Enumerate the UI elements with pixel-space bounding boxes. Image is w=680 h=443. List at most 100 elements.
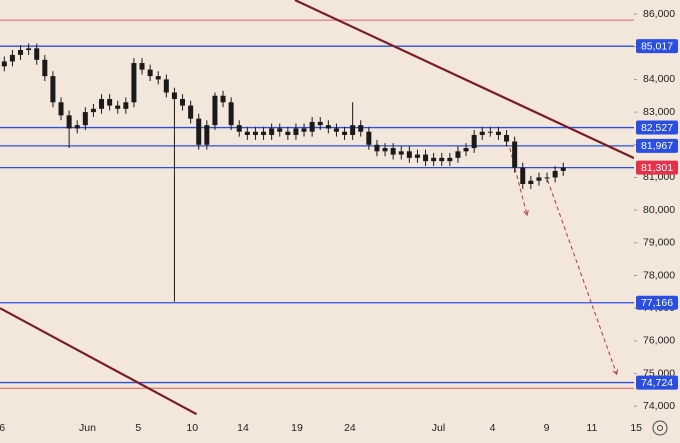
candle-body [342,131,348,135]
candle-body [487,131,493,133]
y-tick-label: 83,000 [643,106,675,118]
level-label: 85,017 [641,40,673,52]
candle-body [74,125,80,129]
candle-body [261,131,267,135]
candle-body [495,131,501,135]
settings-button[interactable] [652,420,668,436]
candle-body [50,76,56,103]
x-tick-label: Jul [432,422,445,434]
candle-body [431,157,437,162]
x-tick-label: 11 [586,422,597,434]
candle-body [560,167,566,171]
candle-body [463,148,469,152]
candle-body [325,125,331,129]
candle-body [196,118,202,145]
candle-body [163,79,169,93]
trend-line [0,307,198,416]
candle-body [26,48,32,51]
level-box [636,120,678,135]
candle-body [293,128,299,135]
projection-arrow [509,147,528,216]
level-label: 82,527 [641,122,673,134]
candle-body [1,61,7,67]
candle-body [123,102,129,109]
x-tick-label: 14 [237,422,249,434]
candle-body [155,76,161,80]
candle-body [390,148,396,155]
candle-body [66,115,72,129]
level-label: 77,166 [641,297,673,309]
candle-body [285,131,291,135]
candle-body [228,102,234,126]
candle-body [58,102,64,116]
x-tick-label: 4 [490,422,496,434]
candle-body [350,125,356,135]
candle-body [479,131,485,135]
candle-body [301,128,307,132]
x-tick-label: 15 [630,422,642,434]
candle-body [180,99,186,106]
candle-body [333,128,339,132]
y-tick-label: 84,000 [643,73,675,85]
candle-body [544,177,550,179]
level-label: 74,724 [641,377,673,389]
candle-body [212,95,218,126]
trend-line [294,0,634,160]
candle-body [455,151,461,158]
x-tick-label: 19 [291,422,303,434]
candle-body [269,128,275,135]
x-tick-label: Jun [79,422,96,434]
candle-body [42,59,48,77]
candle-body [366,131,372,145]
candle-body [9,54,15,62]
level-box [636,375,678,390]
candle-body [512,141,518,168]
candle-body [504,134,510,142]
candle-body [188,105,194,119]
candle-body [552,170,558,178]
candle-body [99,99,105,109]
candle-body [471,134,477,149]
level-label: 81,301 [641,162,673,174]
candle-body [528,180,534,184]
candle-body [220,95,226,103]
x-tick-label: 24 [344,422,356,434]
candle-body [115,105,121,109]
y-tick-label: 86,000 [643,8,675,20]
candle-body [90,108,96,113]
level-label: 81,967 [641,140,673,152]
y-tick-label: 80,000 [643,204,675,216]
level-box [636,39,678,54]
candle-body [18,50,24,55]
y-tick-label: 79,000 [643,237,675,249]
projection-arrow [547,179,618,375]
x-tick-label: 5 [135,422,141,434]
candle-body [406,151,412,158]
candle-body [382,148,388,152]
candle-body [107,99,113,106]
candle-body [244,131,250,135]
candle-body [131,63,137,103]
y-tick-label: 76,000 [643,335,675,347]
y-tick-label: 74,000 [643,400,675,412]
plot-area [0,0,634,416]
candle-body [309,121,315,132]
candle-body [34,48,40,60]
candle-body [414,154,420,158]
level-box [636,138,678,153]
arrow-head [523,210,529,217]
candle-body [82,112,88,126]
x-tick-label: 9 [544,422,550,434]
candle-body [423,154,429,162]
candle-body [147,69,153,77]
level-box [636,295,678,310]
y-tick-label: 78,000 [643,269,675,281]
candle-body [358,125,364,132]
x-tick-label: 10 [186,422,198,434]
candle-body [236,125,242,132]
candle-body [439,157,445,162]
candle-body [252,131,258,135]
candle-body [398,151,404,155]
